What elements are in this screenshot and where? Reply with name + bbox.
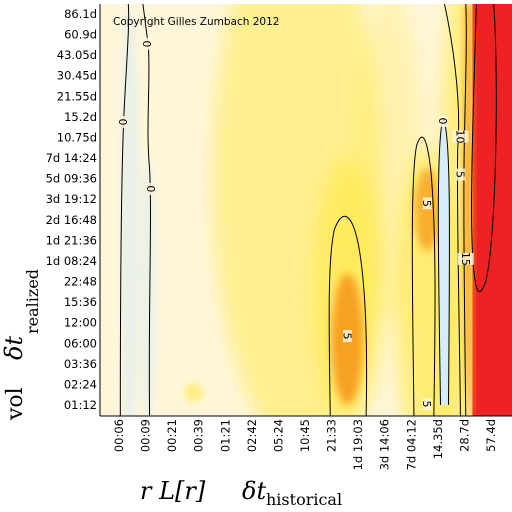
x-tick-label: 1d 19:03 (351, 419, 365, 470)
contour-label: 10 (453, 129, 466, 143)
x-tick-label: 57.4d (484, 419, 498, 452)
contour-layer (119, 4, 497, 416)
y-tick-label: 3d 19:12 (46, 192, 97, 206)
x-tick-label: 02:42 (245, 419, 259, 452)
heat-region-orange (463, 4, 473, 416)
x-axis-label-subscript: historical (266, 490, 342, 509)
contour-label-bg (438, 115, 448, 128)
contour-label-bg (146, 182, 156, 195)
y-tick-label: 06:00 (64, 336, 97, 350)
heat-region (184, 383, 203, 402)
contour-label: 0 (140, 40, 153, 47)
x-tick-label: 00:06 (112, 419, 126, 452)
x-axis-label: r L[r] δt historical (140, 477, 342, 509)
contour-line-5 (328, 215, 368, 416)
contour-label: 0 (116, 119, 129, 126)
y-tick-label: 2d 16:48 (46, 213, 97, 227)
x-tick-label: 7d 04:12 (404, 419, 418, 470)
heat-region-zero (438, 118, 450, 405)
contour-label: 0 (436, 118, 449, 125)
contour-line-0 (119, 4, 130, 416)
contour-line-5 (411, 136, 436, 416)
contour-line-15 (471, 4, 497, 293)
x-tick-label: 00:39 (192, 419, 206, 452)
contour-label-bg (118, 116, 128, 129)
y-tick-label: 21.55d (57, 89, 97, 103)
heat-region (355, 4, 425, 323)
y-axis-label-prefix: vol (3, 387, 28, 421)
x-tick-label: 21:33 (325, 419, 339, 452)
contour-label-bg (457, 252, 474, 265)
y-tick-label: 03:36 (64, 357, 97, 371)
x-tick-label: 00:09 (139, 419, 153, 452)
contour-label-bg (343, 330, 353, 343)
contour-label-bg (422, 197, 432, 210)
contour-label-bg (422, 397, 432, 410)
y-tick-label: 60.9d (64, 28, 97, 42)
y-tick-label: 86.1d (64, 7, 97, 21)
x-axis-label-symbol: δt (242, 477, 266, 505)
y-tick-label: 1d 21:36 (46, 233, 97, 247)
y-tick-label: 15:36 (64, 295, 97, 309)
x-tick-label: 05:24 (271, 419, 285, 452)
contour-label: 5 (420, 400, 433, 407)
x-tick-label: 14.35d (431, 419, 445, 459)
contour-label: 15 (459, 252, 472, 266)
heat-region-high (477, 158, 512, 381)
y-tick-label: 01:12 (64, 398, 97, 412)
y-tick-label: 1d 08:24 (46, 254, 97, 268)
contour-label-bg (455, 168, 465, 181)
y-tick-label: 30.45d (57, 69, 97, 83)
y-axis-ticks: 01:12 02:24 03:36 06:00 12:00 15:36 22:48 1d 08… (46, 7, 97, 412)
y-tick-label: 10.75d (57, 130, 97, 144)
heat-region (140, 158, 157, 416)
y-tick-label: 02:24 (64, 377, 97, 391)
x-tick-label: 00:21 (165, 419, 179, 452)
contour-label: 5 (453, 171, 466, 178)
x-tick-label: 10:45 (298, 419, 312, 452)
x-tick-label: 28.7d (457, 419, 471, 452)
contour-line-0 (142, 4, 151, 416)
x-tick-label: 3d 14:06 (378, 419, 392, 470)
x-axis-label-prefix: r L[r] (140, 477, 206, 505)
contour-label-bg (142, 37, 152, 50)
contour-line-10 (463, 4, 467, 416)
y-tick-label: 22:48 (64, 275, 97, 289)
contour-line-5 (444, 4, 461, 416)
y-axis-label: vol δt realized (0, 269, 42, 421)
y-axis-label-subscript: realized (23, 269, 42, 334)
x-tick-label: 01:21 (218, 419, 232, 452)
copyright-notice: Copyright Gilles Zumbach 2012 (113, 16, 279, 28)
contour-label-bg (452, 130, 469, 143)
y-tick-label: 15.2d (64, 110, 97, 124)
contour-label: 5 (341, 333, 354, 340)
y-axis-label-symbol: δt (0, 336, 28, 360)
heat-region (120, 4, 139, 416)
y-tick-label: 43.05d (57, 48, 97, 62)
y-tick-label: 7d 14:24 (46, 151, 97, 165)
y-tick-label: 5d 09:36 (46, 172, 97, 186)
y-tick-label: 12:00 (64, 316, 97, 330)
contour-label: 0 (144, 185, 157, 192)
contour-label: 5 (420, 200, 433, 207)
x-axis-ticks: 00:06 00:09 00:21 00:39 01:21 02:42 05:24 10:45… (112, 419, 498, 470)
contour-label-layer: 0 0 0 0 5 5 5 5 10 15 (116, 37, 474, 410)
